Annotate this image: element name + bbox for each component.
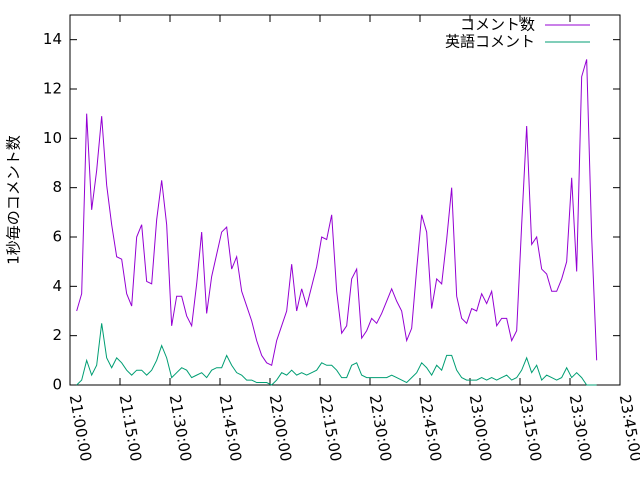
series-line [76, 59, 598, 367]
x-tick-label: 23:30:00 [566, 393, 595, 462]
y-tick-label: 6 [52, 228, 62, 246]
x-tick-label: 21:30:00 [166, 393, 195, 462]
y-tick-label: 8 [52, 178, 62, 196]
y-tick-label: 12 [43, 80, 62, 98]
x-tick-label: 23:45:00 [616, 393, 640, 462]
x-tick-label: 22:45:00 [416, 393, 445, 462]
legend-label: コメント数 [460, 16, 535, 34]
y-tick-label: 4 [52, 277, 62, 295]
x-tick-label: 21:15:00 [116, 393, 145, 462]
y-tick-label: 14 [43, 30, 62, 48]
x-tick-label: 22:30:00 [366, 393, 395, 462]
x-tick-label: 21:00:00 [66, 393, 95, 462]
y-tick-label: 0 [52, 376, 62, 394]
y-tick-label: 2 [52, 326, 62, 344]
y-axis-label: 1秒毎のコメント数 [5, 135, 23, 265]
series-line [76, 323, 597, 386]
x-tick-label: 22:00:00 [266, 393, 295, 462]
y-tick-label: 10 [43, 129, 62, 147]
x-tick-label: 22:15:00 [316, 393, 345, 462]
x-tick-label: 23:15:00 [516, 393, 545, 462]
legend-label: 英語コメント [445, 33, 535, 51]
plot-frame [69, 14, 621, 386]
x-tick-label: 21:45:00 [216, 393, 245, 462]
x-tick-label: 23:00:00 [466, 393, 495, 462]
